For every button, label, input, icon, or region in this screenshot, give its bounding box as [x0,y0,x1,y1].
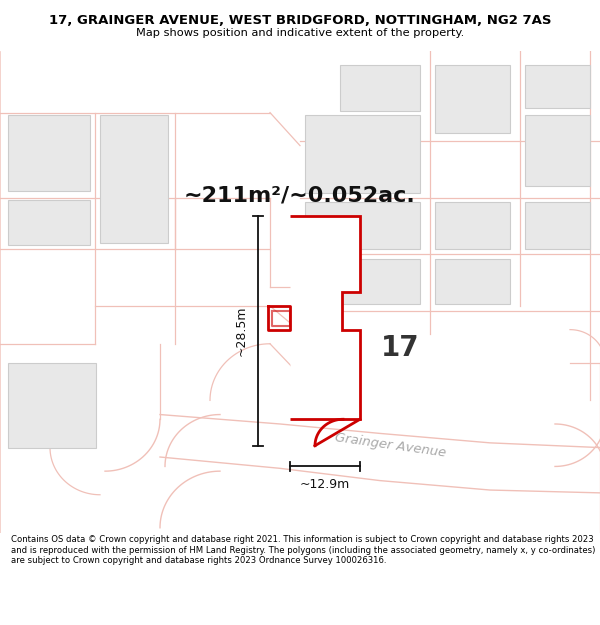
Text: Map shows position and indicative extent of the property.: Map shows position and indicative extent… [136,28,464,39]
Text: ~211m²/~0.052ac.: ~211m²/~0.052ac. [184,185,416,205]
Bar [525,116,590,186]
Bar [8,201,90,245]
Bar [305,116,420,192]
Bar [525,66,590,108]
Text: ~28.5m: ~28.5m [235,306,248,356]
Bar [435,259,510,304]
Bar [525,202,590,249]
Bar [8,116,90,191]
Bar [100,116,168,242]
Text: 17: 17 [380,334,419,362]
Text: Grainger Avenue: Grainger Avenue [334,431,446,460]
Bar [340,66,420,111]
Text: ~12.9m: ~12.9m [300,478,350,491]
Bar [435,66,510,133]
Text: 17, GRAINGER AVENUE, WEST BRIDGFORD, NOTTINGHAM, NG2 7AS: 17, GRAINGER AVENUE, WEST BRIDGFORD, NOT… [49,14,551,28]
Bar [8,362,96,448]
Text: Contains OS data © Crown copyright and database right 2021. This information is : Contains OS data © Crown copyright and d… [11,535,595,565]
Polygon shape [290,216,360,419]
Bar [435,202,510,249]
Bar [335,259,420,304]
Bar [305,202,420,249]
